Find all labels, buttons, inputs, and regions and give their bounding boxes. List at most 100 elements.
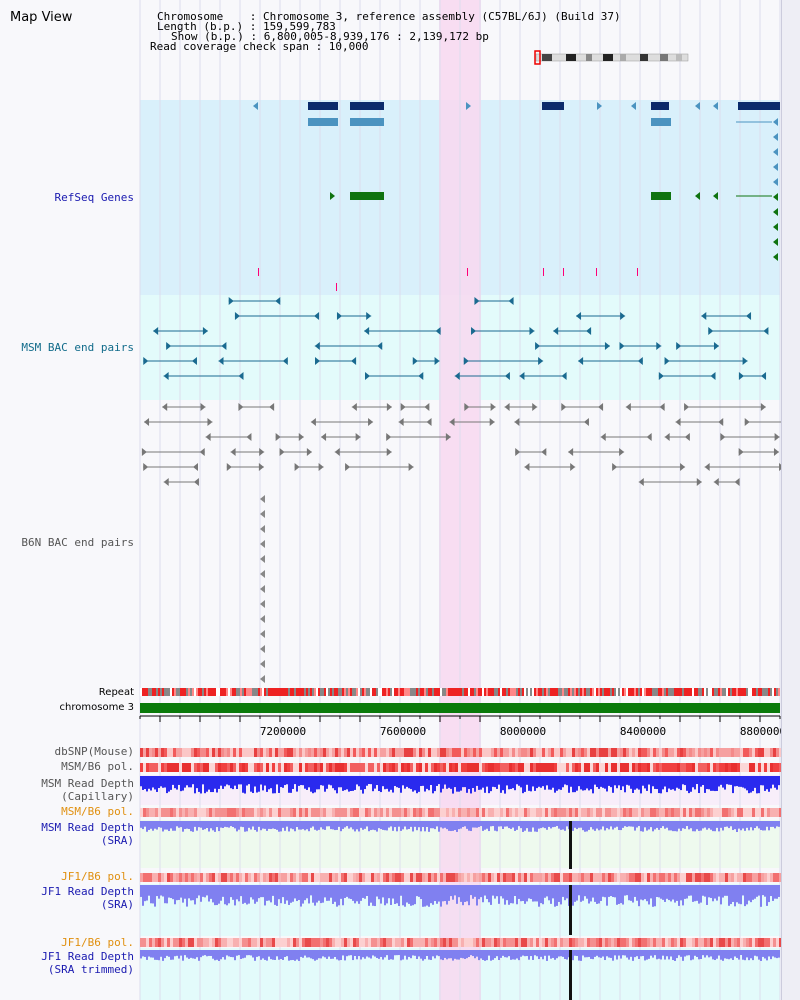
heat-cell xyxy=(629,938,632,947)
msm-capillary-depth-bar xyxy=(222,776,224,789)
jf1-trim-depth-bar xyxy=(500,950,502,958)
jf1-sra-depth-bar xyxy=(442,885,444,902)
heat-cell xyxy=(494,873,497,882)
heat-cell xyxy=(410,938,413,947)
repeat-segment xyxy=(320,688,322,696)
jf1-trim-depth-bar xyxy=(628,950,630,960)
heat-cell xyxy=(611,938,614,947)
heat-cell xyxy=(617,873,620,882)
msm-sra-depth-bar xyxy=(492,821,494,827)
repeat-segment xyxy=(518,688,520,696)
jf1-sra-depth-bar xyxy=(270,885,272,903)
repeat-segment xyxy=(198,688,200,696)
repeat-segment xyxy=(482,688,484,696)
heat-cell xyxy=(506,938,509,947)
msm-sra-depth-bar xyxy=(392,821,394,831)
msm-capillary-depth-bar xyxy=(302,776,304,786)
heat-cell xyxy=(149,808,152,817)
heat-cell xyxy=(485,748,488,757)
jf1-trim-depth-bar xyxy=(192,950,194,959)
jf1-sra-depth-bar xyxy=(346,885,348,897)
jf1-trim-depth-bar xyxy=(732,950,734,960)
msm-sra-depth-bar xyxy=(776,821,778,827)
repeat-segment xyxy=(298,688,300,696)
jf1-sra-depth-bar xyxy=(440,885,442,907)
msm-sra-depth-bar xyxy=(240,821,242,827)
repeat-segment xyxy=(162,688,164,696)
heat-cell xyxy=(329,763,332,772)
jf1-sra-depth-bar xyxy=(532,885,534,902)
msm-capillary-depth-bar xyxy=(490,776,492,792)
msm-sra-depth-bar xyxy=(622,821,624,828)
repeat-segment xyxy=(264,688,266,696)
msm-sra-depth-bar xyxy=(726,821,728,827)
msm-sra-depth-bar xyxy=(524,821,526,831)
heat-cell xyxy=(389,763,392,772)
heat-cell xyxy=(197,748,200,757)
msm-sra-depth-bar xyxy=(324,821,326,830)
b6n-bac-pair-end xyxy=(720,433,726,441)
heat-cell xyxy=(737,808,740,817)
heat-cell xyxy=(539,748,542,757)
b6n-bac-pair-end xyxy=(675,418,681,426)
heat-cell xyxy=(605,808,608,817)
jf1-sra-depth-bar xyxy=(142,885,144,906)
heat-cell xyxy=(140,748,143,757)
jf1-sra-depth-bar xyxy=(162,885,164,897)
heat-cell xyxy=(569,873,572,882)
repeat-segment xyxy=(604,688,606,696)
msm-sra-depth-bar xyxy=(488,821,490,832)
heat-cell xyxy=(206,873,209,882)
msm-sra-depth-bar xyxy=(466,821,468,829)
repeat-segment xyxy=(672,688,674,696)
msm-bac-pair-end xyxy=(664,357,670,365)
heat-cell xyxy=(251,763,254,772)
repeat-segment xyxy=(442,688,444,696)
repeat-segment xyxy=(242,688,244,696)
jf1-sra-depth-bar xyxy=(704,885,706,897)
msm-sra-depth-bar xyxy=(334,821,336,831)
vertical-scrollbar[interactable] xyxy=(781,0,800,1000)
msm-capillary-depth-bar xyxy=(422,776,424,786)
heat-cell xyxy=(482,873,485,882)
heat-cell xyxy=(764,873,767,882)
msm-sra-depth-bar xyxy=(612,821,614,830)
msm-sra-depth-bar xyxy=(326,821,328,827)
repeat-segment xyxy=(652,688,654,696)
track-label-msm-b6-pol-1: MSM/B6 pol. xyxy=(61,760,134,773)
heat-cell xyxy=(512,938,515,947)
jf1-trim-depth-bar xyxy=(626,950,628,958)
jf1-sra-depth-bar xyxy=(702,885,704,896)
heat-cell xyxy=(629,748,632,757)
jf1-trim-depth-bar xyxy=(480,950,482,959)
heat-cell xyxy=(287,808,290,817)
msm-sra-depth-bar xyxy=(614,821,616,828)
jf1-sra-depth-bar xyxy=(290,885,292,903)
repeat-segment xyxy=(610,688,612,696)
repeat-segment xyxy=(380,688,382,696)
repeat-segment xyxy=(146,688,148,696)
repeat-segment xyxy=(540,688,542,696)
jf1-trim-depth-bar xyxy=(324,950,326,958)
repeat-segment xyxy=(738,688,740,696)
heat-cell xyxy=(419,808,422,817)
jf1-sra-depth-bar xyxy=(198,885,200,896)
msm-capillary-depth-bar xyxy=(366,776,368,786)
msm-capillary-depth-bar xyxy=(254,776,256,787)
heat-cell xyxy=(311,808,314,817)
heat-cell xyxy=(146,873,149,882)
msm-capillary-depth-bar xyxy=(370,776,372,785)
msm-sra-depth-bar xyxy=(642,821,644,832)
heat-cell xyxy=(476,873,479,882)
msm-capillary-depth-bar xyxy=(438,776,440,785)
msm-sra-depth-bar xyxy=(618,821,620,831)
jf1-sra-depth-bar xyxy=(500,885,502,897)
msm-capillary-depth-bar xyxy=(452,776,454,794)
b6n-bac-pair-end xyxy=(718,418,724,426)
heat-cell xyxy=(320,748,323,757)
heat-cell xyxy=(569,938,572,947)
jf1-trim-depth-bar xyxy=(492,950,494,960)
repeat-segment xyxy=(416,688,418,696)
heat-cell xyxy=(359,808,362,817)
